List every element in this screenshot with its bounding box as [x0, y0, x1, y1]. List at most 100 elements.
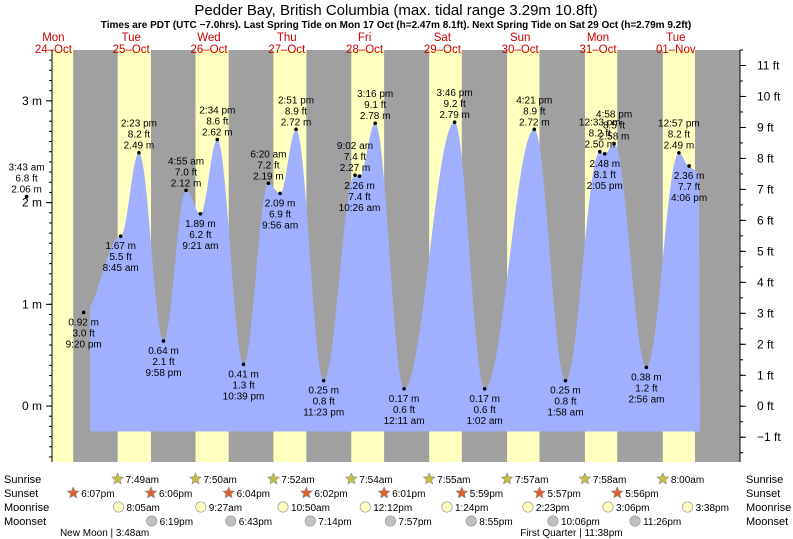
tide-time: 9:21 am: [182, 241, 218, 252]
y-tick-label-ft: 0 ft: [757, 399, 774, 413]
tide-time: 6:20 am: [250, 149, 286, 160]
tide-time: 4:58 pm: [596, 110, 632, 121]
tide-label: 3:16 pm9.1 ft2.78 m: [357, 89, 393, 122]
tide-height-ft: 7.4 ft: [344, 152, 366, 163]
tide-time: 10:39 pm: [223, 391, 265, 402]
tide-time: 9:58 pm: [145, 368, 181, 379]
row-label-right: Sunset: [746, 488, 780, 500]
tide-height-m: 2.72 m: [281, 117, 312, 128]
tide-label: 2:51 pm8.9 ft2.72 m: [278, 95, 314, 128]
axes: 0 m 1 m 2 m 3 m −1 ft 0 ft 1 ft 2 ft 3 ft 4 ft 5 f…: [22, 49, 781, 462]
tide-extreme-dot: [24, 194, 29, 199]
sunrise-icon: [500, 472, 514, 485]
moonset-icon: [465, 515, 477, 527]
tide-label: 0.38 m1.2 ft2:56 am: [628, 372, 664, 405]
tide-time: 2:56 am: [628, 394, 664, 405]
sunrise-time: 8:00am: [671, 475, 704, 486]
tide-time: 2:34 pm: [199, 106, 235, 117]
sunrise-icon: [111, 472, 125, 485]
moon-phase-label: New Moon | 3:48am: [60, 528, 149, 539]
tide-label: 0.64 m2.1 ft9:58 pm: [145, 346, 181, 379]
tide-height-m: 1.89 m: [185, 219, 216, 230]
tide-time: 9:56 am: [262, 220, 298, 231]
y-tick-label-m: 3 m: [22, 94, 42, 108]
day-date: 25–Oct: [113, 44, 151, 56]
tide-label: 2:23 pm8.2 ft2.49 m: [121, 119, 157, 152]
tide-height-m: 2.27 m: [340, 163, 371, 174]
tide-extreme-dot: [198, 211, 203, 216]
tide-height-ft: 8.2 ft: [128, 130, 150, 141]
day-date: 01–Nov: [656, 44, 696, 56]
tide-label: 2.36 m7.7 ft4:06 pm: [671, 171, 707, 204]
tide-height-ft: 0.6 ft: [393, 405, 415, 416]
tide-extreme-dot: [644, 365, 649, 370]
y-tick-label-m: 0 m: [22, 399, 42, 413]
tide-label: 4:21 pm8.9 ft2.72 m: [516, 95, 552, 128]
tide-height-m: 0.38 m: [631, 372, 662, 383]
sunset-time: 6:04pm: [237, 489, 270, 500]
tide-extreme-dot: [161, 339, 166, 343]
day-headers: Mon24–OctTue25–OctWed26–OctThu27–OctFri2…: [35, 32, 696, 56]
tide-height-m: 0.41 m: [228, 369, 259, 380]
tide-height-ft: 1.2 ft: [635, 383, 657, 394]
tide-height-ft: 8.1 ft: [594, 170, 616, 181]
tide-height-ft: 8.2 ft: [668, 130, 690, 141]
moonrise-time: 1:24pm: [455, 503, 488, 514]
y-tick-label-ft: 3 ft: [757, 306, 774, 320]
tide-extreme-dot: [402, 386, 406, 391]
moonset-time: 7:57pm: [398, 517, 431, 528]
sunrise-time: 7:55am: [437, 475, 470, 486]
sunrise-time: 7:50am: [203, 475, 236, 486]
tide-height-ft: 6.8 ft: [15, 173, 37, 184]
tide-extreme-dot: [278, 191, 282, 196]
tide-height-m: 0.25 m: [308, 386, 339, 397]
tide-extreme-dot: [266, 181, 271, 186]
y-tick-label-m: 1 m: [22, 297, 42, 311]
tide-time: 4:06 pm: [671, 193, 707, 204]
sunrise-icon: [266, 472, 280, 485]
tide-extreme-dot: [184, 188, 188, 193]
day-name: Fri: [358, 32, 371, 44]
moonset-time: 10:06pm: [561, 517, 600, 528]
tide-label: 0.92 m3.0 ft9:20 pm: [66, 317, 102, 350]
sunset-time: 6:07pm: [81, 489, 114, 500]
tide-height-m: 2.58 m: [599, 132, 630, 143]
tide-height-ft: 8.9 ft: [523, 106, 545, 117]
day-name: Tue: [122, 32, 141, 44]
sunset-icon: [66, 486, 80, 499]
sunset-time: 6:02pm: [314, 489, 347, 500]
tide-time: 9:02 am: [337, 141, 373, 152]
sunset-time: 6:01pm: [392, 489, 425, 500]
sunset-time: 5:59pm: [470, 489, 503, 500]
tide-extreme-dot: [321, 378, 326, 383]
sunrise-icon: [422, 472, 436, 485]
day-date: 31–Oct: [579, 44, 617, 56]
moonset-time: 6:19pm: [160, 517, 193, 528]
y-tick-label-ft: 10 ft: [757, 89, 781, 103]
tide-label: 4:58 pm8.5 ft2.58 m: [596, 110, 632, 143]
tide-label: 3:46 pm9.2 ft2.79 m: [437, 88, 473, 121]
tide-area: [90, 122, 700, 432]
tide-height-m: 2.12 m: [171, 178, 202, 189]
tide-height-m: 2.49 m: [124, 141, 155, 152]
tide-label: 3:43 am6.8 ft2.06 m: [8, 162, 44, 195]
tide-label: 12:57 pm8.2 ft2.49 m: [658, 119, 700, 152]
tide-extreme-dot: [137, 150, 141, 155]
tide-height-m: 2.09 m: [265, 198, 296, 209]
tide-height-ft: 8.2 ft: [589, 129, 611, 140]
sunset-icon: [144, 486, 158, 499]
tide-extreme-dot: [118, 234, 123, 238]
tide-label: 4:55 am7.0 ft2.12 m: [168, 156, 204, 189]
tide-height-m: 0.17 m: [389, 394, 420, 405]
tide-label: 1.67 m5.5 ft8:45 am: [103, 241, 139, 274]
tide-label: 1.89 m6.2 ft9:21 am: [182, 219, 218, 252]
tide-extreme-dot: [373, 121, 377, 126]
tide-height-m: 0.17 m: [469, 394, 500, 405]
sunrise-icon: [189, 472, 202, 485]
tide-height-m: 2.19 m: [253, 171, 284, 182]
tide-height-ft: 3.0 ft: [73, 328, 95, 339]
tide-height-ft: 9.2 ft: [443, 99, 465, 110]
y-tick-label-ft: 4 ft: [757, 275, 774, 289]
